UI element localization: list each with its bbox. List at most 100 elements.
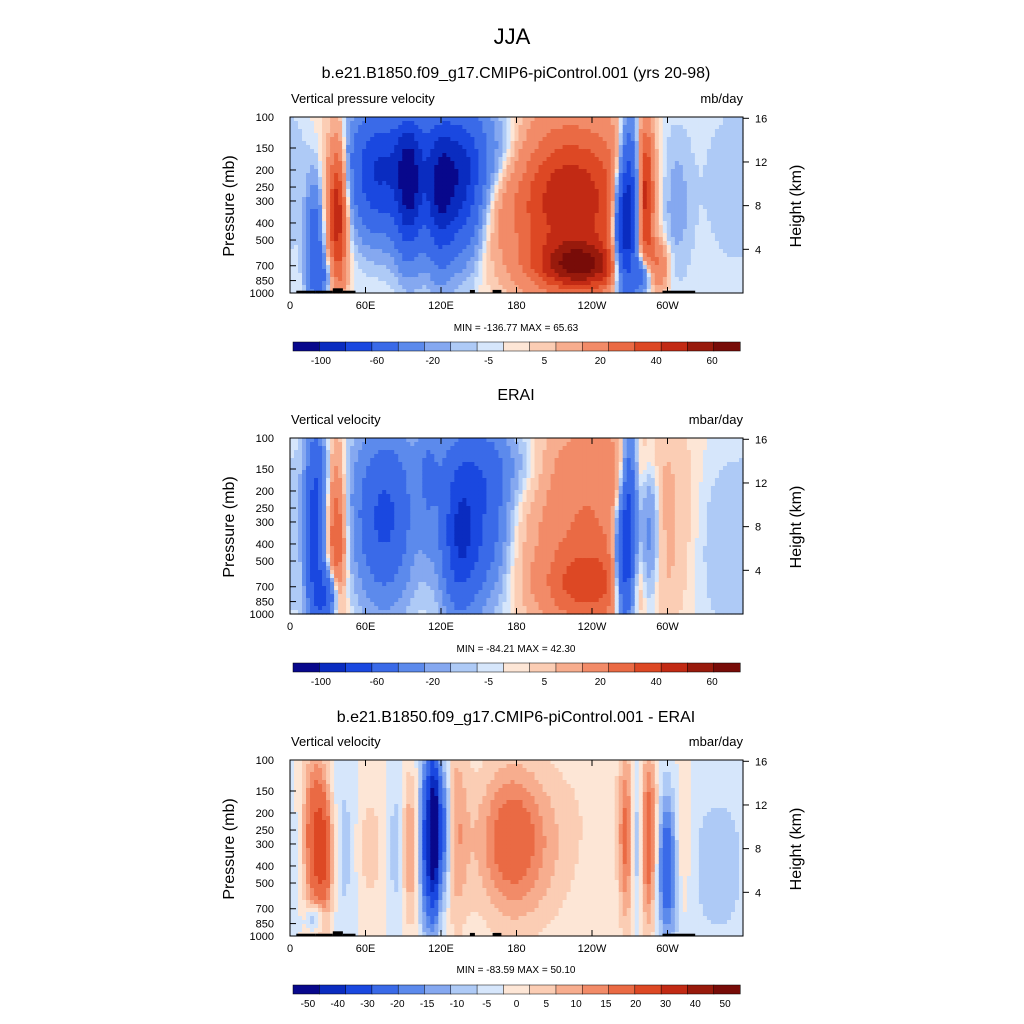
field-cell bbox=[338, 169, 343, 174]
field-cell bbox=[686, 181, 692, 186]
field-cell bbox=[530, 289, 536, 294]
field-cell bbox=[638, 181, 644, 186]
field-cell bbox=[518, 269, 524, 274]
field-cell bbox=[482, 209, 488, 214]
field-cell bbox=[562, 289, 568, 294]
field-cell bbox=[574, 181, 580, 186]
field-cell bbox=[622, 245, 628, 250]
field-cell bbox=[310, 141, 315, 146]
field-cell bbox=[322, 129, 327, 134]
field-cell bbox=[290, 125, 295, 130]
field-cell bbox=[602, 289, 608, 294]
field-cell bbox=[414, 273, 419, 278]
field-cell bbox=[638, 189, 644, 194]
field-cell bbox=[550, 181, 556, 186]
field-cell bbox=[542, 117, 548, 122]
field-cell bbox=[390, 161, 395, 166]
field-cell bbox=[514, 237, 520, 242]
field-cell bbox=[686, 229, 692, 234]
field-cell bbox=[366, 189, 371, 194]
field-cell bbox=[726, 273, 732, 278]
field-cell bbox=[314, 229, 319, 234]
field-cell bbox=[694, 257, 700, 262]
field-cell bbox=[534, 245, 540, 250]
field-cell bbox=[478, 153, 484, 158]
field-cell bbox=[462, 213, 467, 218]
field-cell bbox=[638, 185, 644, 190]
field-cell bbox=[482, 253, 488, 258]
field-cell bbox=[462, 189, 467, 194]
field-cell bbox=[462, 145, 467, 150]
field-cell bbox=[606, 213, 612, 218]
field-cell bbox=[334, 277, 339, 282]
field-cell bbox=[450, 229, 455, 234]
field-cell bbox=[570, 145, 576, 150]
field-cell bbox=[362, 289, 367, 294]
field-cell bbox=[482, 205, 488, 210]
field-cell bbox=[678, 189, 684, 194]
field-cell bbox=[562, 233, 568, 238]
field-cell bbox=[514, 169, 520, 174]
field-cell bbox=[334, 257, 339, 262]
field-cell bbox=[454, 193, 459, 198]
field-cell bbox=[330, 201, 335, 206]
field-cell bbox=[634, 273, 640, 278]
field-cell bbox=[458, 273, 463, 278]
field-cell bbox=[358, 237, 363, 242]
field-cell bbox=[634, 209, 640, 214]
field-cell bbox=[622, 217, 628, 222]
field-cell bbox=[414, 265, 419, 270]
field-cell bbox=[390, 205, 395, 210]
field-cell bbox=[354, 145, 359, 150]
field-cell bbox=[446, 265, 451, 270]
field-cell bbox=[686, 241, 692, 246]
field-cell bbox=[726, 177, 732, 182]
field-cell bbox=[482, 133, 488, 138]
field-cell bbox=[686, 133, 692, 138]
field-cell bbox=[378, 281, 383, 286]
field-cell bbox=[522, 121, 528, 126]
field-cell bbox=[674, 209, 680, 214]
field-cell bbox=[486, 209, 492, 214]
field-cell bbox=[686, 177, 692, 182]
field-cell bbox=[490, 189, 496, 194]
field-cell bbox=[698, 149, 704, 154]
field-cell bbox=[702, 269, 708, 274]
field-cell bbox=[454, 221, 459, 226]
field-cell bbox=[302, 217, 307, 222]
field-cell bbox=[378, 269, 383, 274]
field-cell bbox=[518, 249, 524, 254]
field-cell bbox=[526, 217, 532, 222]
field-cell bbox=[418, 257, 423, 262]
field-cell bbox=[718, 121, 724, 126]
field-cell bbox=[566, 205, 572, 210]
field-cell bbox=[734, 181, 740, 186]
field-cell bbox=[318, 221, 323, 226]
field-cell bbox=[298, 205, 303, 210]
field-cell bbox=[470, 229, 476, 234]
field-cell bbox=[498, 261, 504, 266]
field-cell bbox=[734, 269, 740, 274]
field-cell bbox=[546, 205, 552, 210]
field-cell bbox=[406, 253, 411, 258]
field-cell bbox=[410, 149, 415, 154]
field-cell bbox=[626, 165, 632, 170]
field-cell bbox=[522, 125, 528, 130]
field-cell bbox=[666, 237, 672, 242]
field-cell bbox=[730, 229, 736, 234]
field-cell bbox=[506, 133, 512, 138]
field-cell bbox=[462, 169, 467, 174]
field-cell bbox=[530, 253, 536, 258]
field-cell bbox=[510, 245, 516, 250]
field-cell bbox=[474, 157, 480, 162]
field-cell bbox=[646, 265, 652, 270]
field-cell bbox=[706, 265, 712, 270]
field-cell bbox=[306, 281, 311, 286]
field-cell bbox=[542, 197, 548, 202]
field-cell bbox=[674, 241, 680, 246]
field-cell bbox=[718, 205, 724, 210]
field-cell bbox=[358, 197, 363, 202]
field-cell bbox=[330, 241, 335, 246]
field-cell bbox=[358, 137, 363, 142]
field-cell bbox=[394, 153, 399, 158]
